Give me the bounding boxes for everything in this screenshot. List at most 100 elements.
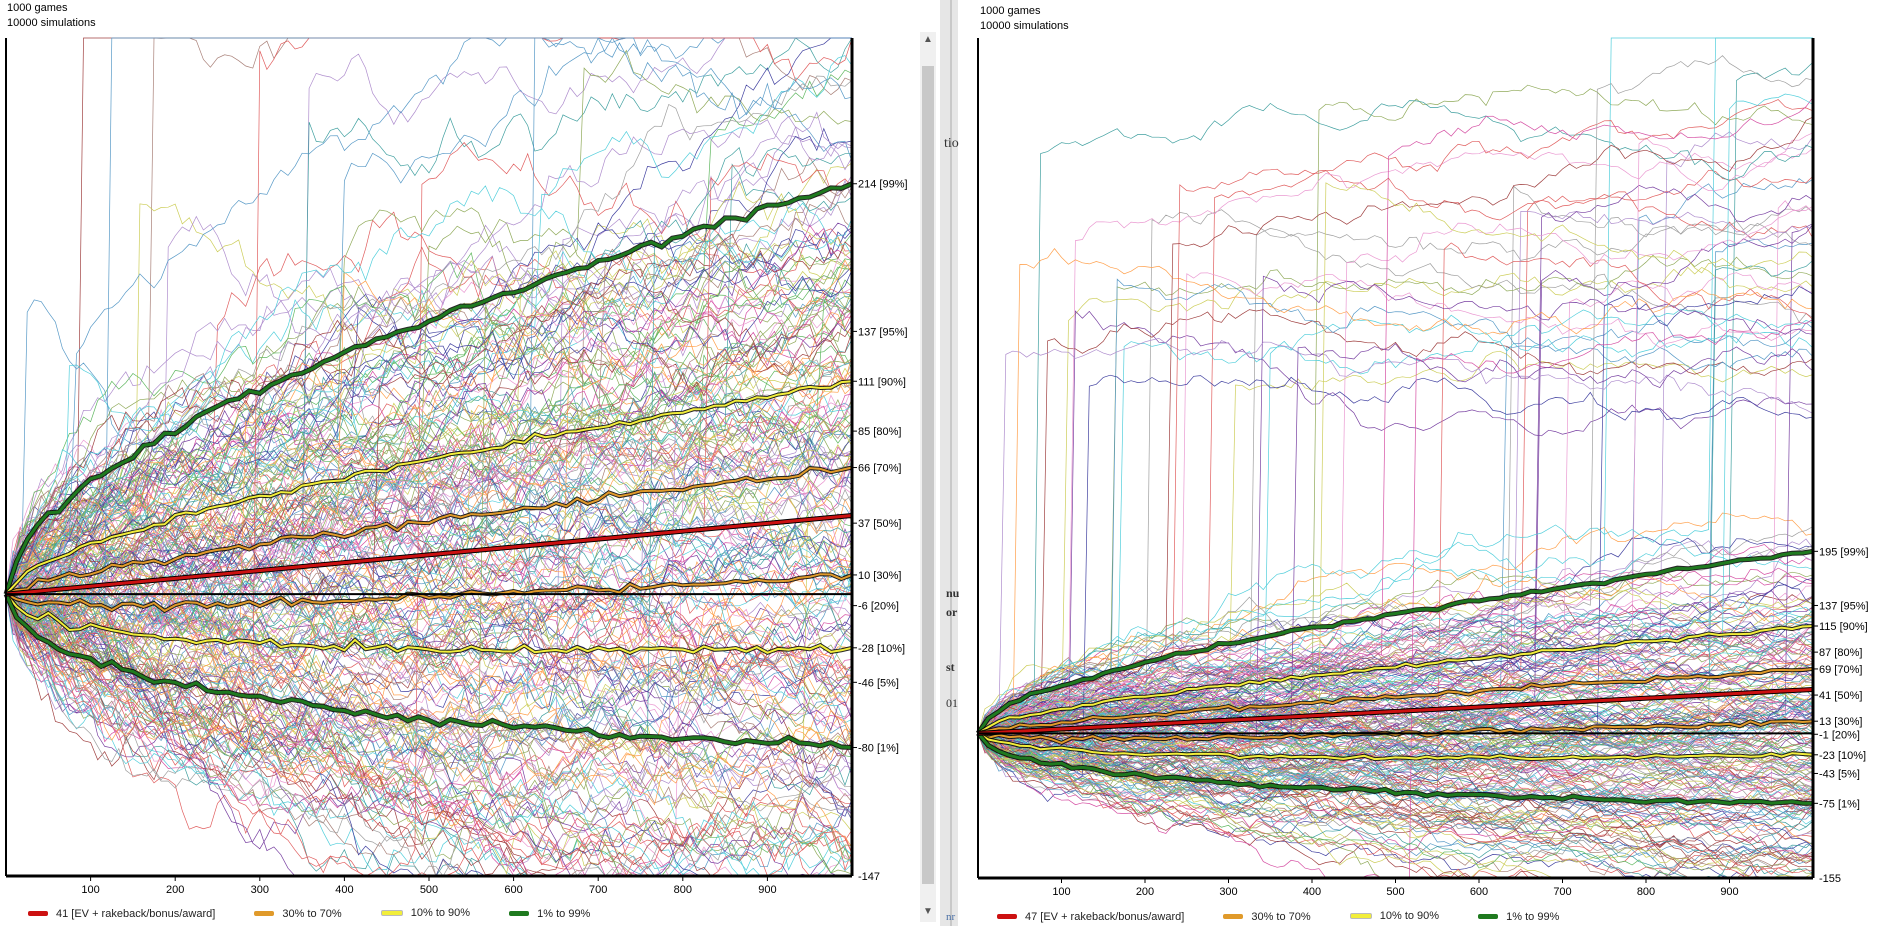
simulation-trace [5,414,853,595]
percentile-label: 41 [50%] [1819,690,1862,702]
simulation-trace [977,733,1814,772]
simulation-trace [977,732,1814,816]
simulation-trace [977,708,1814,754]
simulation-trace [977,723,1814,775]
simulation-trace [5,163,853,595]
simulation-trace [977,538,1814,734]
simulation-trace [5,593,853,769]
simulation-trace [977,733,1814,849]
percentile-label: 195 [99%] [1819,546,1869,558]
simulation-trace [977,729,1814,811]
simulation-trace [5,507,853,721]
simulation-trace [977,621,1814,734]
legend-swatch [28,911,48,916]
scroll-thumb[interactable] [922,66,934,884]
simulation-trace [5,593,852,877]
simulation-trace [5,384,853,595]
simulation-trace [977,611,1814,734]
simulation-trace [5,555,853,714]
simulation-trace [5,560,853,660]
legend-swatch [1349,913,1372,919]
simulation-trace [5,49,853,595]
simulation-trace [5,381,853,595]
simulation-trace [5,319,853,595]
simulation-trace [5,550,853,813]
simulation-trace [5,593,853,814]
simulation-trace [5,585,853,707]
percentile-curve-751 [976,732,1814,805]
simulation-trace [977,100,1814,735]
scroll-up-arrow-icon[interactable]: ▲ [923,34,933,45]
simulation-trace [5,433,853,626]
simulation-trace [977,567,1814,734]
percentile-label: -28 [10%] [858,643,905,655]
simulation-trace [5,346,853,595]
simulation-trace [5,594,853,871]
simulation-trace [977,374,1814,783]
simulation-trace [5,473,853,595]
simulation-trace [5,185,853,595]
simulation-trace [977,37,1813,734]
simulation-trace [5,259,853,683]
simulation-trace [977,630,1814,734]
simulation-trace [977,733,1814,801]
simulation-trace [977,594,1814,734]
simulation-trace [5,330,853,595]
percentile-label: -75 [1%] [1819,798,1860,810]
legend-label: 47 [EV + rakeback/bonus/award] [1025,910,1185,923]
simulation-chart-right: 100 200 300 400 500 600 700 800 900 195 [99%] 137 … [975,37,1869,898]
simulation-trace [5,364,853,595]
legend-label: 30% to 70% [282,907,342,920]
legend-swatch [509,911,530,916]
legend-item-ev: 47 [EV + rakeback/bonus/award] [997,911,1184,923]
x-tick-label: 900 [1720,886,1738,898]
simulation-trace [5,111,853,595]
simulation-trace [5,511,853,640]
simulation-trace [5,162,853,757]
y-bottom-label: -147 [858,871,880,883]
chart-panel-left: 1000 games 10000 simulations 100 200 300 40… [0,0,920,926]
simulation-trace [5,593,853,854]
simulation-trace [977,733,1814,796]
simulation-trace [977,662,1814,734]
simulation-trace [5,37,853,623]
percentile-curve-801 [4,593,853,749]
x-tick-label: 100 [1052,886,1070,898]
simulation-trace [977,733,1814,823]
legend-item-30-70: 30% to 70% [254,907,342,920]
percentile-curve-21499 [4,182,853,595]
background-text-fragment: tio [944,136,959,151]
simulation-trace [5,219,853,598]
simulation-trace [5,254,853,595]
background-text-fragment: 01 [946,696,958,710]
simulation-trace [5,593,853,731]
ev-line [977,687,1814,735]
simulation-trace [5,594,853,877]
scroll-down-arrow-icon[interactable]: ▼ [923,906,933,917]
simulation-trace [5,279,853,595]
simulation-trace [5,519,853,765]
simulation-trace [5,75,853,595]
simulation-trace [977,616,1814,734]
simulation-trace [977,55,1814,734]
percentile-label: 69 [70%] [1819,664,1862,676]
simulation-trace [5,360,853,595]
simulation-trace [5,563,853,687]
simulation-trace [5,519,853,664]
percentile-label: 137 [95%] [858,326,908,338]
simulation-trace [5,287,853,595]
percentile-label: 115 [90%] [1819,621,1868,633]
simulation-trace [5,311,853,595]
simulation-trace [5,318,853,595]
simulation-trace [5,186,853,595]
simulation-trace [977,621,1814,734]
percentile-curve-6970 [977,667,1814,735]
simulation-trace [977,721,1814,794]
simulation-trace [977,733,1814,875]
simulation-trace [977,582,1814,734]
simulation-trace [5,593,853,861]
simulation-trace [5,487,853,840]
simulation-trace [977,272,1814,799]
simulation-trace [5,402,853,613]
vertical-scrollbar[interactable]: ▲ ▼ [920,32,936,922]
